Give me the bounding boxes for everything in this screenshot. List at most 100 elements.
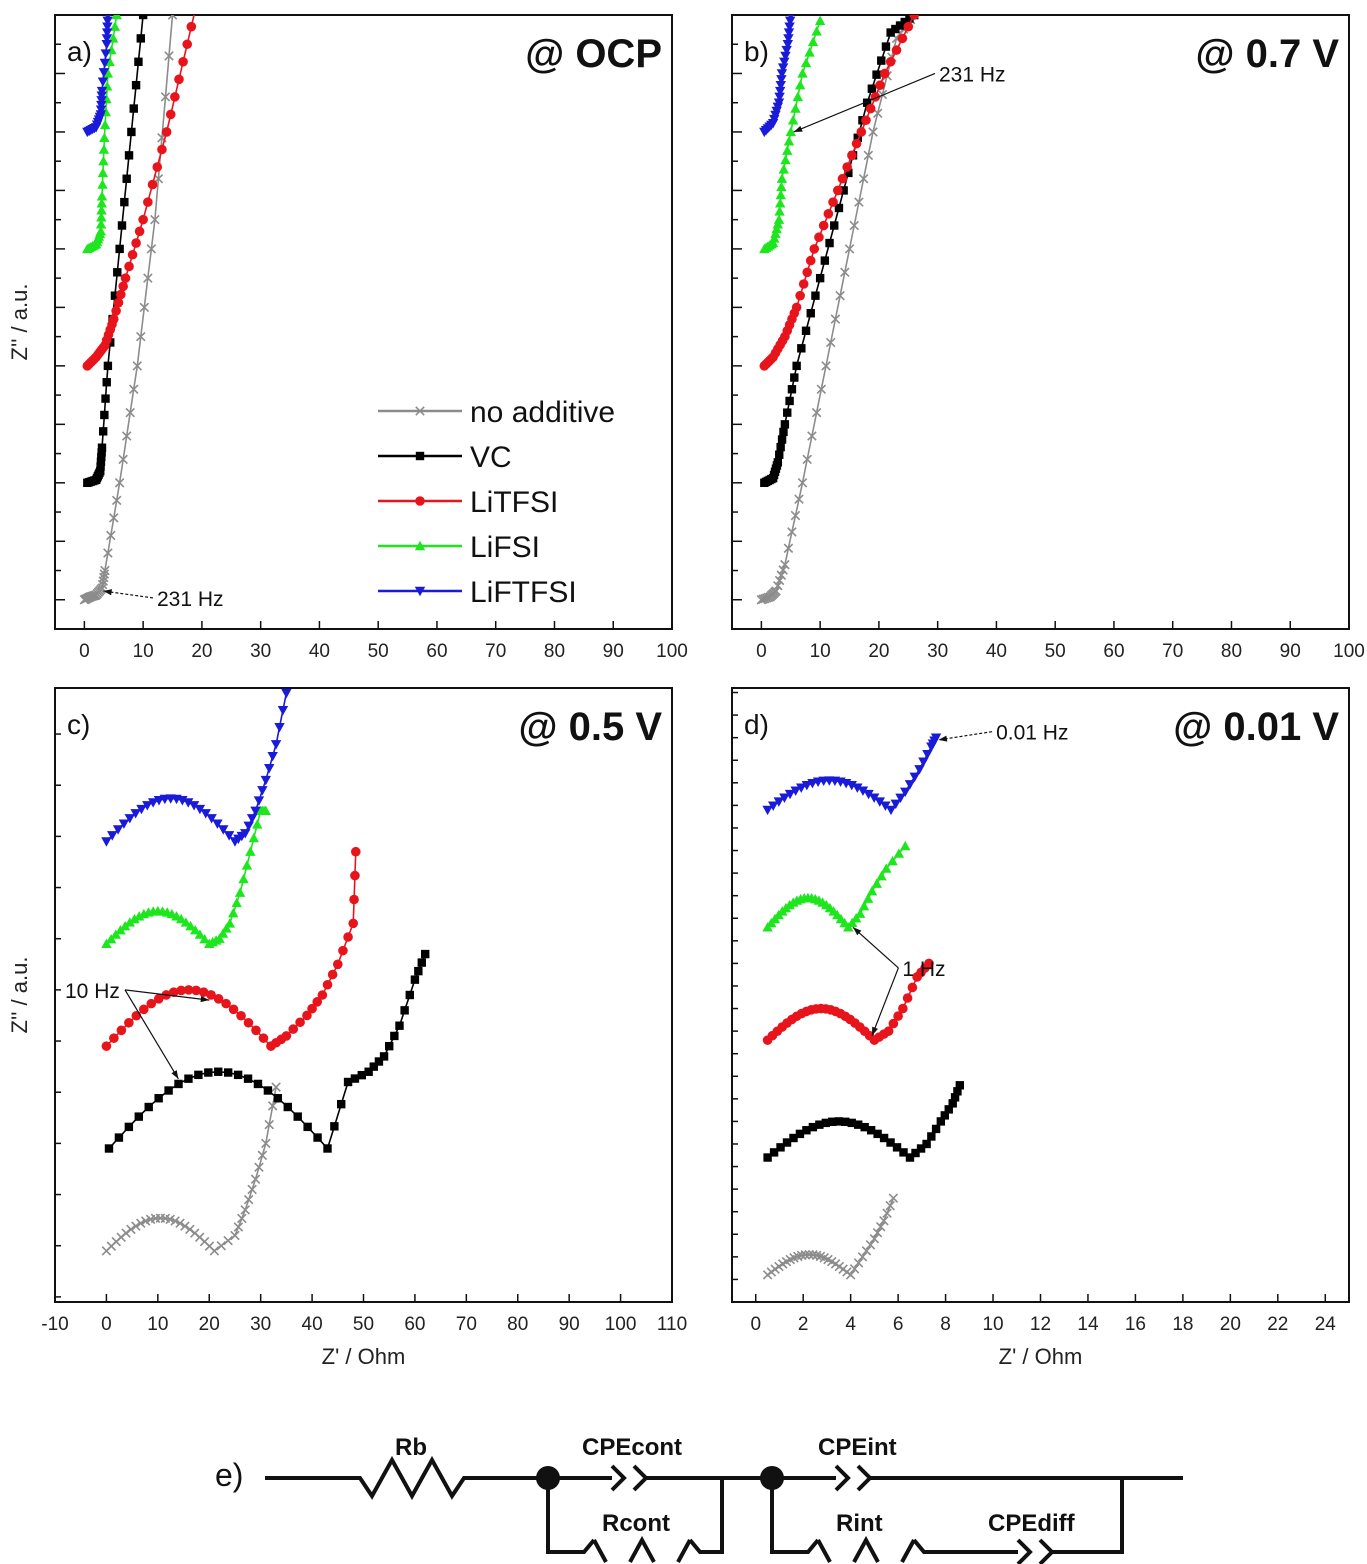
- marker-litfsi: [893, 1011, 903, 1021]
- series-litfsi: [101, 846, 361, 1051]
- marker-vc: [783, 408, 792, 417]
- marker-vc: [410, 975, 420, 984]
- marker-litfsi: [837, 173, 848, 184]
- marker-vc: [120, 197, 129, 207]
- marker-no-additive: [853, 1258, 864, 1268]
- marker-vc: [263, 1086, 273, 1095]
- x-tick-label: 0: [756, 641, 767, 662]
- panel-label-e: e): [215, 1457, 243, 1493]
- marker-no-additive: [835, 290, 845, 301]
- marker-lifsi: [234, 887, 246, 897]
- marker-vc: [103, 361, 113, 371]
- x-tick-label: 0: [750, 1314, 761, 1335]
- marker-vc: [131, 80, 141, 90]
- marker-liftfsi: [779, 57, 790, 67]
- marker-litfsi: [902, 993, 913, 1003]
- y-axis-label: Z'' / a.u.: [7, 957, 32, 1034]
- series-vc: [104, 949, 430, 1153]
- marker-litfsi: [883, 1026, 894, 1036]
- x-tick-label: 70: [456, 1314, 477, 1335]
- annotation-text: 231 Hz: [939, 63, 1006, 86]
- marker-lifsi: [180, 917, 192, 927]
- marker-vc: [174, 1079, 183, 1089]
- marker-no-additive: [103, 548, 113, 558]
- annotation-text: 1 Hz: [902, 958, 945, 981]
- marker-lifsi: [776, 173, 788, 183]
- label-rb: Rb: [395, 1434, 427, 1461]
- marker-no-additive: [774, 575, 785, 586]
- marker-litfsi: [116, 1025, 127, 1036]
- x-tick-label: 40: [302, 1314, 323, 1335]
- x-axis-label: Z' / Ohm: [999, 1344, 1083, 1369]
- marker-lifsi: [881, 863, 892, 873]
- marker-litfsi: [307, 1003, 317, 1014]
- marker-liftfsi: [900, 787, 911, 798]
- marker-no-additive: [128, 384, 139, 395]
- marker-lifsi: [102, 68, 114, 78]
- label-cpeint: CPEint: [818, 1434, 897, 1461]
- marker-liftfsi: [762, 805, 773, 816]
- marker-vc: [879, 1133, 889, 1143]
- marker-vc: [905, 15, 914, 23]
- x-tick-label: 20: [191, 641, 212, 662]
- marker-vc: [117, 221, 127, 230]
- marker-lifsi: [96, 212, 107, 222]
- marker-lifsi: [97, 167, 109, 178]
- marker-vc: [110, 291, 120, 300]
- panel-label: d): [744, 709, 769, 740]
- marker-no-additive: [121, 431, 132, 441]
- marker-liftfsi: [768, 801, 779, 811]
- marker-lifsi: [866, 885, 878, 896]
- marker-litfsi: [823, 209, 834, 219]
- marker-lifsi: [231, 897, 242, 908]
- marker-litfsi: [295, 1017, 305, 1028]
- x-tick-label: 20: [868, 641, 889, 662]
- marker-liftfsi: [218, 825, 229, 835]
- marker-lifsi: [99, 119, 111, 130]
- marker-no-additive: [223, 1235, 233, 1246]
- marker-no-additive: [233, 1222, 244, 1232]
- marker-vc: [905, 1153, 915, 1162]
- marker-no-additive: [797, 478, 808, 488]
- marker-litfsi: [143, 197, 153, 207]
- marker-no-additive: [802, 454, 812, 465]
- marker-litfsi: [798, 279, 809, 289]
- series-lifsi: [101, 805, 272, 949]
- series-liftfsi: [762, 733, 942, 816]
- marker-litfsi: [865, 103, 876, 114]
- marker-liftfsi: [260, 775, 272, 786]
- x-tick-label: 100: [656, 641, 688, 662]
- x-tick-label: 90: [603, 641, 624, 662]
- marker-litfsi: [101, 1041, 112, 1051]
- marker-no-additive: [99, 569, 110, 579]
- marker-vc: [815, 1120, 824, 1129]
- marker-vc: [405, 990, 414, 1000]
- marker-vc: [127, 127, 136, 137]
- marker-vc: [350, 1074, 360, 1083]
- marker-liftfsi: [223, 831, 235, 841]
- annotation-text: 10 Hz: [65, 980, 120, 1003]
- marker-liftfsi: [773, 797, 785, 807]
- marker-liftfsi: [101, 28, 113, 38]
- x-tick-label: 12: [1030, 1314, 1051, 1335]
- marker-no-additive: [136, 1218, 146, 1229]
- marker-lifsi: [260, 805, 272, 815]
- marker-liftfsi: [96, 86, 108, 97]
- x-tick-label: 14: [1077, 1314, 1099, 1335]
- marker-liftfsi: [130, 809, 141, 819]
- panel-label: b): [744, 36, 769, 67]
- x-tick-label: 70: [1162, 641, 1183, 662]
- marker-lifsi: [773, 214, 785, 224]
- annotation-arrowhead: [853, 927, 862, 936]
- marker-lifsi: [238, 873, 249, 884]
- marker-lifsi: [800, 57, 812, 68]
- marker-vc: [900, 17, 909, 27]
- marker-no-additive: [170, 1216, 180, 1226]
- marker-lifsi: [99, 132, 110, 142]
- legend-label: VC: [470, 441, 512, 474]
- marker-lifsi: [790, 103, 801, 113]
- marker-vc: [860, 1122, 869, 1132]
- marker-litfsi: [281, 1031, 292, 1041]
